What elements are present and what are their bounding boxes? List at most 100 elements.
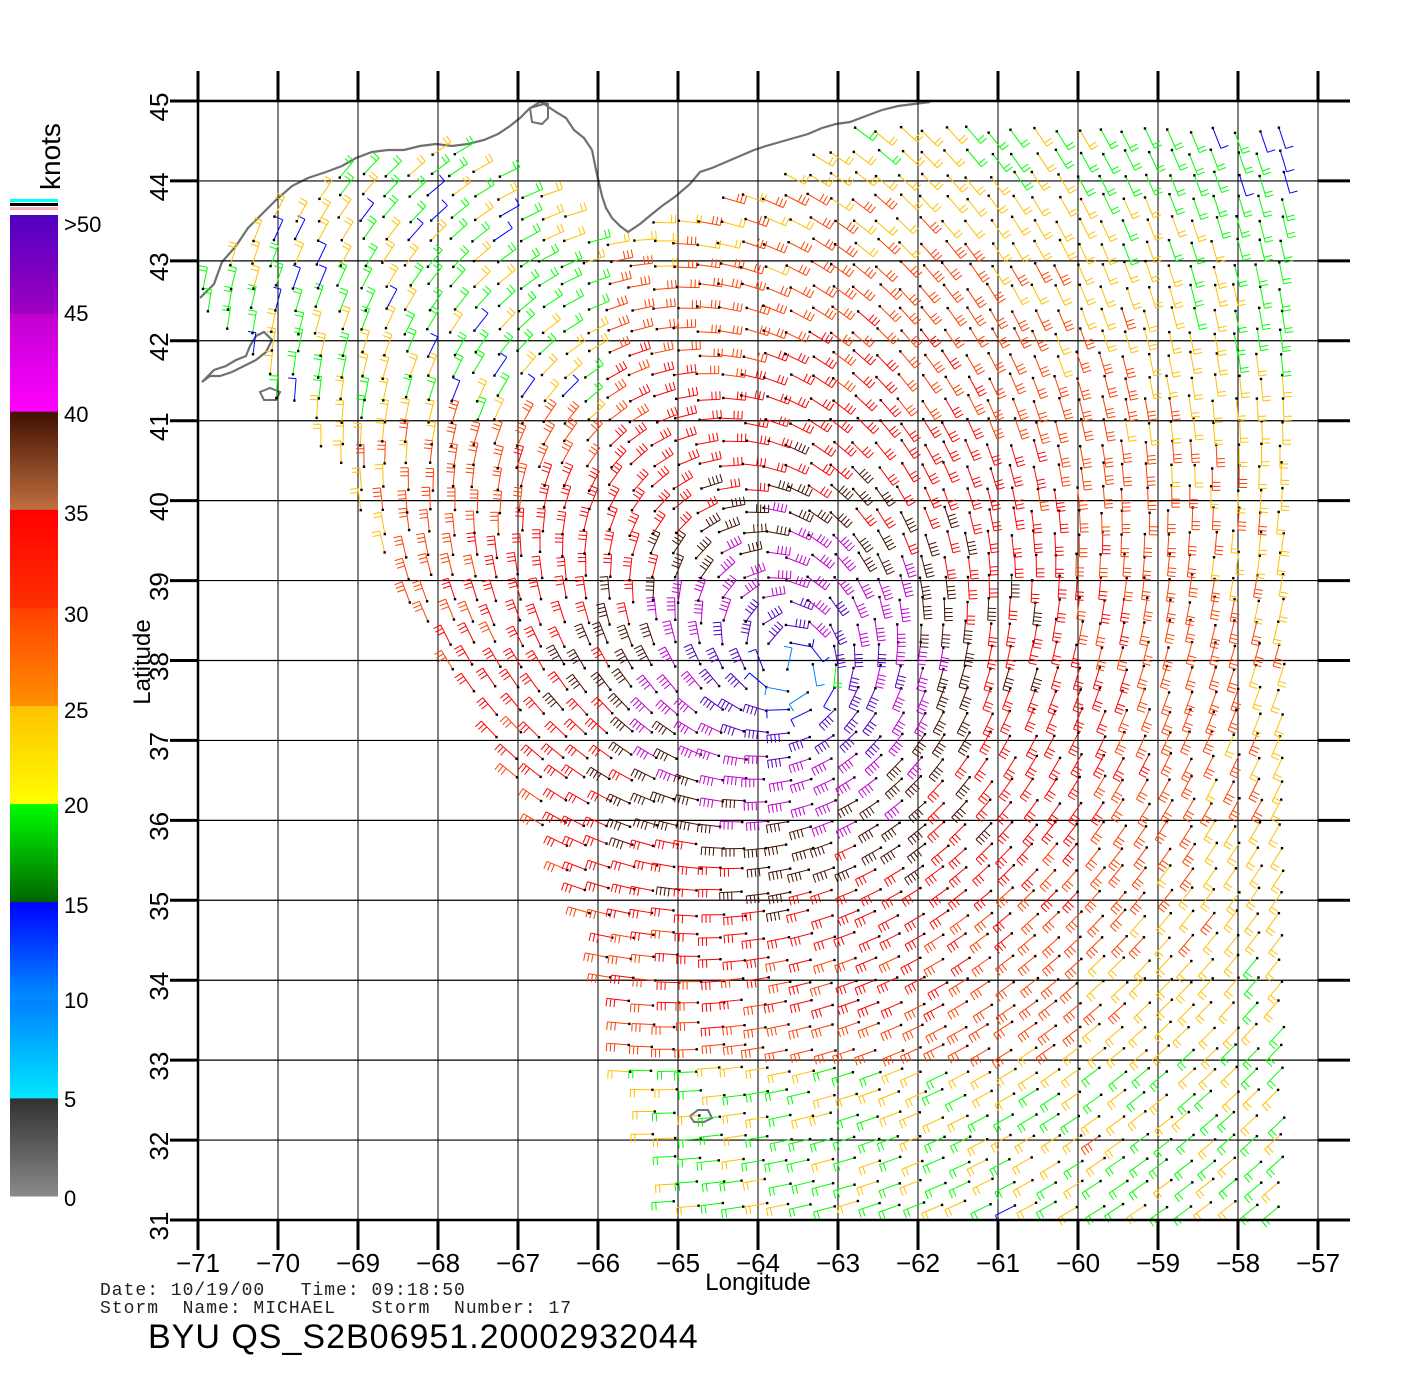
wind-barb-feather bbox=[1229, 857, 1237, 863]
wind-barb bbox=[1040, 890, 1057, 907]
barb-station-dot bbox=[942, 646, 945, 649]
wind-barb-feather bbox=[741, 913, 744, 922]
wind-barb bbox=[810, 889, 832, 898]
barb-station-dot bbox=[1099, 553, 1102, 556]
wind-barb-feather bbox=[545, 813, 551, 821]
wind-barb-feather bbox=[705, 536, 712, 543]
wind-barb bbox=[1197, 1160, 1216, 1176]
barb-station-dot bbox=[878, 1201, 881, 1205]
wind-barb-feather bbox=[994, 946, 1000, 954]
wind-barb-feather bbox=[593, 911, 597, 920]
wind-barb-feather bbox=[722, 962, 725, 971]
wind-barb-feather bbox=[654, 908, 657, 917]
wind-barb bbox=[1176, 960, 1192, 978]
wind-barb-feather bbox=[1105, 1129, 1112, 1137]
wind-barb-feather bbox=[1211, 642, 1220, 646]
barb-station-dot bbox=[902, 711, 905, 715]
barb-station-dot bbox=[699, 1089, 702, 1092]
wind-barb-feather bbox=[505, 721, 512, 728]
wind-barb-feather bbox=[817, 894, 822, 903]
wind-barb-feather bbox=[1074, 766, 1082, 771]
wind-barb-feather bbox=[614, 861, 618, 870]
wind-barb-feather bbox=[816, 873, 820, 882]
wind-barb-feather bbox=[838, 766, 844, 774]
barb-station-dot bbox=[1238, 753, 1241, 756]
wind-barb-feather bbox=[688, 624, 697, 628]
wind-barb bbox=[811, 915, 833, 923]
barb-station-dot bbox=[919, 775, 922, 778]
wind-barb-feather bbox=[972, 880, 979, 887]
wind-barb-feather bbox=[841, 916, 845, 925]
wind-barb-feather bbox=[858, 836, 863, 844]
wind-barb-feather bbox=[959, 682, 968, 686]
wind-barb bbox=[744, 569, 766, 579]
wind-barb-feather bbox=[1229, 773, 1238, 779]
wind-barb-feather bbox=[1047, 711, 1056, 716]
wind-barb-feather bbox=[607, 955, 610, 964]
wind-barb bbox=[1223, 934, 1239, 953]
wind-barb bbox=[792, 1070, 814, 1077]
wind-barb-feather bbox=[907, 570, 916, 575]
wind-barb-feather bbox=[497, 746, 504, 753]
wind-barb bbox=[975, 823, 992, 840]
wind-barb-feather bbox=[1087, 862, 1095, 869]
wind-barb bbox=[788, 891, 811, 899]
wind-barb-feather bbox=[508, 581, 517, 585]
wind-barb-feather bbox=[1018, 1100, 1024, 1108]
barb-station-dot bbox=[694, 556, 698, 560]
wind-barb bbox=[1039, 1113, 1059, 1127]
wind-barb-feather bbox=[790, 719, 795, 728]
wind-barb bbox=[698, 823, 721, 828]
wind-barb-feather bbox=[768, 1119, 771, 1128]
barb-station-dot bbox=[1075, 823, 1078, 826]
wind-barb-feather bbox=[1279, 616, 1288, 619]
wind-barb-feather bbox=[1056, 620, 1065, 623]
barb-station-dot bbox=[1234, 1043, 1237, 1046]
barb-station-dot bbox=[1281, 713, 1284, 716]
wind-barb-feather bbox=[616, 798, 621, 807]
wind-barb-feather bbox=[1142, 594, 1151, 597]
barb-station-dot bbox=[542, 712, 545, 715]
barb-station-dot bbox=[672, 909, 675, 912]
wind-barb-feather bbox=[934, 856, 940, 864]
wind-barb-feather bbox=[499, 692, 507, 699]
wind-barb-feather bbox=[916, 830, 923, 838]
wind-barb-feather bbox=[1174, 1195, 1180, 1203]
wind-barb-feather bbox=[1228, 686, 1237, 690]
barb-station-dot bbox=[1122, 1047, 1126, 1050]
wind-barb-feather bbox=[590, 671, 598, 678]
barb-station-dot bbox=[808, 643, 811, 646]
wind-barb bbox=[768, 981, 791, 987]
wind-barb-feather bbox=[1138, 795, 1146, 800]
barb-station-dot bbox=[1169, 731, 1172, 734]
wind-barb-feather bbox=[748, 1206, 752, 1215]
wind-barb-feather bbox=[746, 980, 749, 989]
wind-barb-feather bbox=[1087, 1143, 1093, 1151]
wind-barb-feather bbox=[1160, 818, 1169, 824]
barb-station-dot bbox=[628, 579, 631, 582]
wind-barb-feather bbox=[1118, 664, 1127, 668]
wind-barb-feather bbox=[730, 651, 739, 656]
wind-barb bbox=[924, 1182, 946, 1193]
wind-barb-feather bbox=[1142, 574, 1151, 577]
wind-barb-feather bbox=[975, 1031, 981, 1039]
wind-barb-feather bbox=[753, 707, 758, 716]
wind-barb-feather bbox=[1180, 751, 1189, 756]
wind-barb-feather bbox=[868, 829, 874, 838]
wind-barb bbox=[745, 703, 767, 712]
wind-barb bbox=[631, 580, 634, 603]
wind-barb bbox=[925, 1026, 946, 1037]
barb-station-dot bbox=[944, 1025, 947, 1028]
wind-barb-feather bbox=[1246, 927, 1254, 934]
wind-barb-feather bbox=[453, 644, 462, 650]
wind-barb-feather bbox=[1052, 640, 1061, 643]
wind-barb bbox=[811, 1024, 833, 1032]
wind-barb-feather bbox=[1161, 731, 1170, 736]
wind-barb-feather bbox=[997, 1102, 1003, 1110]
wind-barb-feather bbox=[1038, 1014, 1044, 1021]
wind-barb-feather bbox=[1090, 839, 1098, 846]
barb-station-dot bbox=[1057, 911, 1060, 914]
wind-barb-feather bbox=[740, 1050, 743, 1059]
wind-barb-feather bbox=[903, 1078, 908, 1087]
wind-barb-feather bbox=[817, 744, 824, 753]
